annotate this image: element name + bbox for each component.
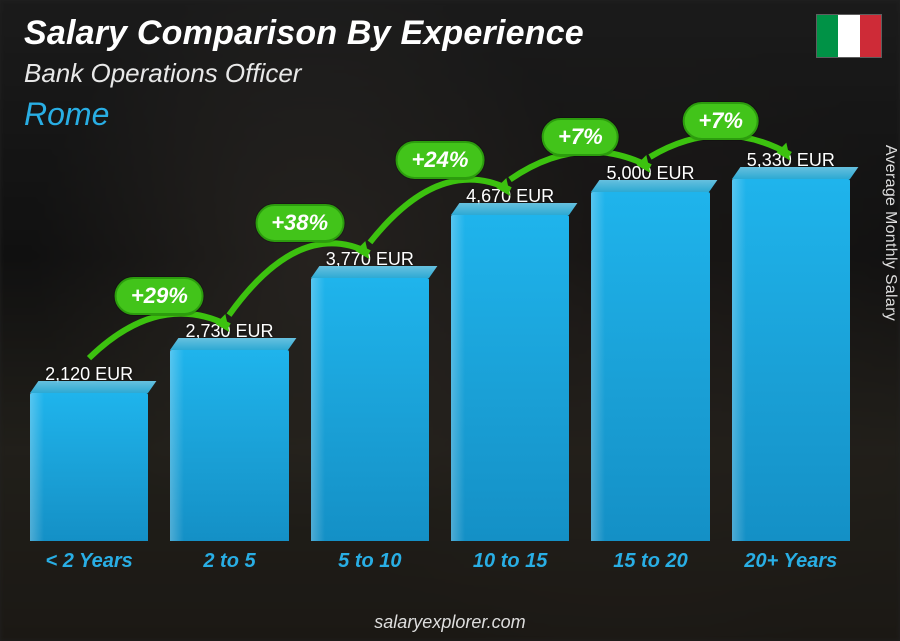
city-label: Rome — [24, 96, 109, 133]
page-subtitle: Bank Operations Officer — [24, 58, 301, 89]
page-title: Salary Comparison By Experience — [24, 14, 584, 53]
bar — [170, 350, 288, 541]
growth-badge: +7% — [682, 102, 759, 140]
bar — [451, 215, 569, 541]
bar — [30, 393, 148, 541]
flag-stripe-red — [860, 15, 881, 57]
bar-col-5: 5,330 EUR20+ Years — [732, 150, 850, 541]
stage: Salary Comparison By Experience Bank Ope… — [0, 0, 900, 641]
growth-badge: +29% — [115, 277, 204, 315]
bar-category-label: 5 to 10 — [311, 550, 429, 573]
growth-badge: +38% — [255, 204, 344, 242]
bar-category-label: 15 to 20 — [591, 550, 709, 573]
bar — [311, 278, 429, 541]
bar-col-0: 2,120 EUR< 2 Years — [30, 150, 148, 541]
footer-attribution: salaryexplorer.com — [0, 612, 900, 633]
bar-category-label: 20+ Years — [732, 550, 850, 573]
bar — [732, 179, 850, 541]
growth-badge: +7% — [542, 118, 619, 156]
bar-category-label: 2 to 5 — [170, 550, 288, 573]
bar — [591, 192, 709, 541]
flag-stripe-white — [838, 15, 859, 57]
flag-stripe-green — [817, 15, 838, 57]
bar-col-3: 4,670 EUR10 to 15 — [451, 150, 569, 541]
y-axis-label: Average Monthly Salary — [881, 144, 899, 320]
bar-category-label: < 2 Years — [30, 550, 148, 573]
growth-badge: +24% — [396, 141, 485, 179]
bar-col-4: 5,000 EUR15 to 20 — [591, 150, 709, 541]
bar-category-label: 10 to 15 — [451, 550, 569, 573]
bars-container: 2,120 EUR< 2 Years2,730 EUR2 to 53,770 E… — [20, 150, 860, 541]
salary-bar-chart: 2,120 EUR< 2 Years2,730 EUR2 to 53,770 E… — [20, 150, 860, 571]
italy-flag-icon — [816, 14, 882, 58]
